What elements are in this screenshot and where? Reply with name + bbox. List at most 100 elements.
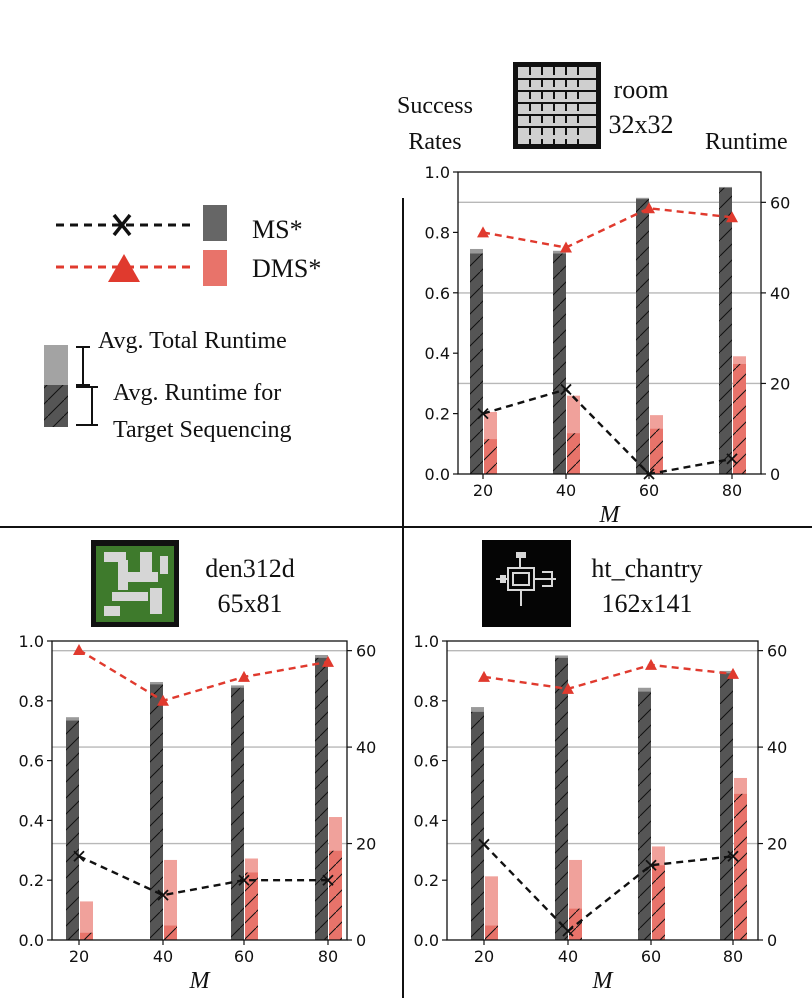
bar-ms-seq-hatch-60 xyxy=(636,199,649,474)
chart-ht-chantry: 0.0 0.2 0.4 0.6 0.8 1.0 0 20 40 60 20 40 60 80 M xyxy=(414,632,788,994)
bar-ms-seq-hatch-20 xyxy=(471,711,484,940)
bar-dms-seq-hatch-40 xyxy=(164,925,177,940)
marker-ms-40 xyxy=(560,383,572,396)
header-success-rates-line1: Success xyxy=(397,93,473,119)
bar-ms-seq-hatch-20 xyxy=(66,720,79,940)
xtick-label-60: 60 xyxy=(641,947,661,966)
legend-ms-swatch xyxy=(203,205,227,241)
ytick-label-0.4: 0.4 xyxy=(425,344,450,363)
ytick-label-1.0: 1.0 xyxy=(414,632,439,651)
line-dms-success xyxy=(483,663,734,691)
y2tick-label-0: 0 xyxy=(767,931,777,950)
ht-chantry-map-thumbnail-icon xyxy=(482,540,571,627)
xtick-label-40: 40 xyxy=(558,947,578,966)
ytick-label-0.4: 0.4 xyxy=(19,811,44,830)
ytick-label-0.6: 0.6 xyxy=(425,284,450,303)
marker-dms-60 xyxy=(645,658,657,670)
x-axis-label: M xyxy=(599,502,622,528)
ytick-label-0.0: 0.0 xyxy=(414,931,439,950)
marker-ms-20 xyxy=(73,850,85,862)
plot-frame xyxy=(51,640,348,941)
y2tick-label-60: 60 xyxy=(356,642,376,661)
bar-ms-seq-hatch-80 xyxy=(315,657,328,940)
chart-room: 0.0 0.2 0.4 0.6 0.8 1.0 0 20 40 60 20 40 60 80 M xyxy=(425,163,791,528)
xtick-label-40: 40 xyxy=(556,481,576,500)
bar-dms-seq-hatch-40 xyxy=(567,433,580,474)
marker-dms-40 xyxy=(157,694,169,706)
bar-dms-seq-hatch-80 xyxy=(329,850,342,940)
ytick-label-0.6: 0.6 xyxy=(19,752,44,771)
marker-dms-60 xyxy=(238,670,250,682)
y2tick-label-0: 0 xyxy=(770,465,780,484)
den312d-map-thumbnail-icon xyxy=(91,540,179,627)
bar-ms-seq-hatch-40 xyxy=(555,657,568,940)
legend-seq-bracket xyxy=(76,386,98,426)
bar-ms-seq-hatch-20 xyxy=(470,253,483,474)
line-ms-success xyxy=(78,855,328,897)
bar-dms-seq-hatch-80 xyxy=(734,793,747,940)
bar-dms-total-40 xyxy=(164,859,177,940)
bar-dms-seq-hatch-60 xyxy=(652,865,665,940)
y2tick-label-20: 20 xyxy=(767,835,787,854)
y2tick-label-40: 40 xyxy=(770,284,790,303)
ytick-label-0.0: 0.0 xyxy=(425,465,450,484)
xtick-label-80: 80 xyxy=(722,481,742,500)
marker-dms-80 xyxy=(727,667,739,679)
plot-frame xyxy=(457,171,762,475)
x-axis-label: M xyxy=(189,968,212,994)
bar-dms-seq-hatch-20 xyxy=(485,925,498,940)
bar-ms-seq-hatch-60 xyxy=(638,691,651,940)
bar-dms-seq-hatch-80 xyxy=(733,363,746,474)
legend-total-bracket xyxy=(76,346,90,386)
bar-dms-seq-hatch-60 xyxy=(650,428,663,474)
legend-ms-x-marker-icon xyxy=(112,213,132,237)
line-ms-success xyxy=(482,388,733,476)
chart-den312d: 0.0 0.2 0.4 0.6 0.8 1.0 0 20 40 60 20 40 60 80 M xyxy=(19,632,377,994)
map-size-den312d: 65x81 xyxy=(218,589,283,618)
bar-dms-total-20 xyxy=(485,876,498,940)
xtick-label-80: 80 xyxy=(723,947,743,966)
ytick-label-1.0: 1.0 xyxy=(19,632,44,651)
xtick-label-60: 60 xyxy=(639,481,659,500)
y2tick-label-0: 0 xyxy=(356,931,366,950)
room-map-thumbnail-icon xyxy=(513,62,601,149)
marker-dms-40 xyxy=(562,682,574,694)
marker-ms-20 xyxy=(478,838,490,850)
ytick-label-0.4: 0.4 xyxy=(414,811,439,830)
marker-dms-60 xyxy=(643,202,655,214)
marker-dms-20 xyxy=(478,670,490,682)
legend-dms-swatch xyxy=(203,250,227,286)
legend-seq-runtime-hatch xyxy=(44,385,68,427)
line-ms-success xyxy=(483,843,734,933)
legend-total-runtime-swatch xyxy=(44,345,68,385)
xtick-label-20: 20 xyxy=(69,947,89,966)
marker-ms-60 xyxy=(238,874,250,886)
bar-dms-seq-hatch-20 xyxy=(80,932,93,940)
map-name-den312d: den312d xyxy=(205,554,295,583)
ytick-label-0.6: 0.6 xyxy=(414,752,439,771)
xtick-label-40: 40 xyxy=(153,947,173,966)
ytick-label-0.2: 0.2 xyxy=(19,871,44,890)
bar-dms-total-20 xyxy=(80,901,93,940)
y2tick-label-60: 60 xyxy=(767,642,787,661)
ytick-label-0.8: 0.8 xyxy=(414,692,439,711)
y2tick-label-40: 40 xyxy=(356,738,376,757)
bar-dms-seq-hatch-40 xyxy=(569,908,582,940)
bar-ms-seq-hatch-80 xyxy=(719,187,732,474)
marker-ms-40 xyxy=(562,925,574,937)
y2tick-label-20: 20 xyxy=(770,374,790,393)
marker-dms-20 xyxy=(73,643,85,655)
marker-dms-80 xyxy=(322,655,334,667)
legend: MS* DMS* Avg. Total Runtime Avg. Runtime… xyxy=(44,205,321,443)
bar-dms-seq-hatch-60 xyxy=(245,872,258,940)
x-axis-label: M xyxy=(592,968,615,994)
line-dms-success xyxy=(78,648,329,703)
ytick-label-0.2: 0.2 xyxy=(425,405,450,424)
marker-ms-80 xyxy=(726,453,738,465)
marker-dms-40 xyxy=(560,241,572,253)
ytick-label-0.8: 0.8 xyxy=(425,223,450,242)
ytick-label-0.8: 0.8 xyxy=(19,692,44,711)
ytick-label-1.0: 1.0 xyxy=(425,163,450,182)
line-dms-success xyxy=(482,207,733,249)
